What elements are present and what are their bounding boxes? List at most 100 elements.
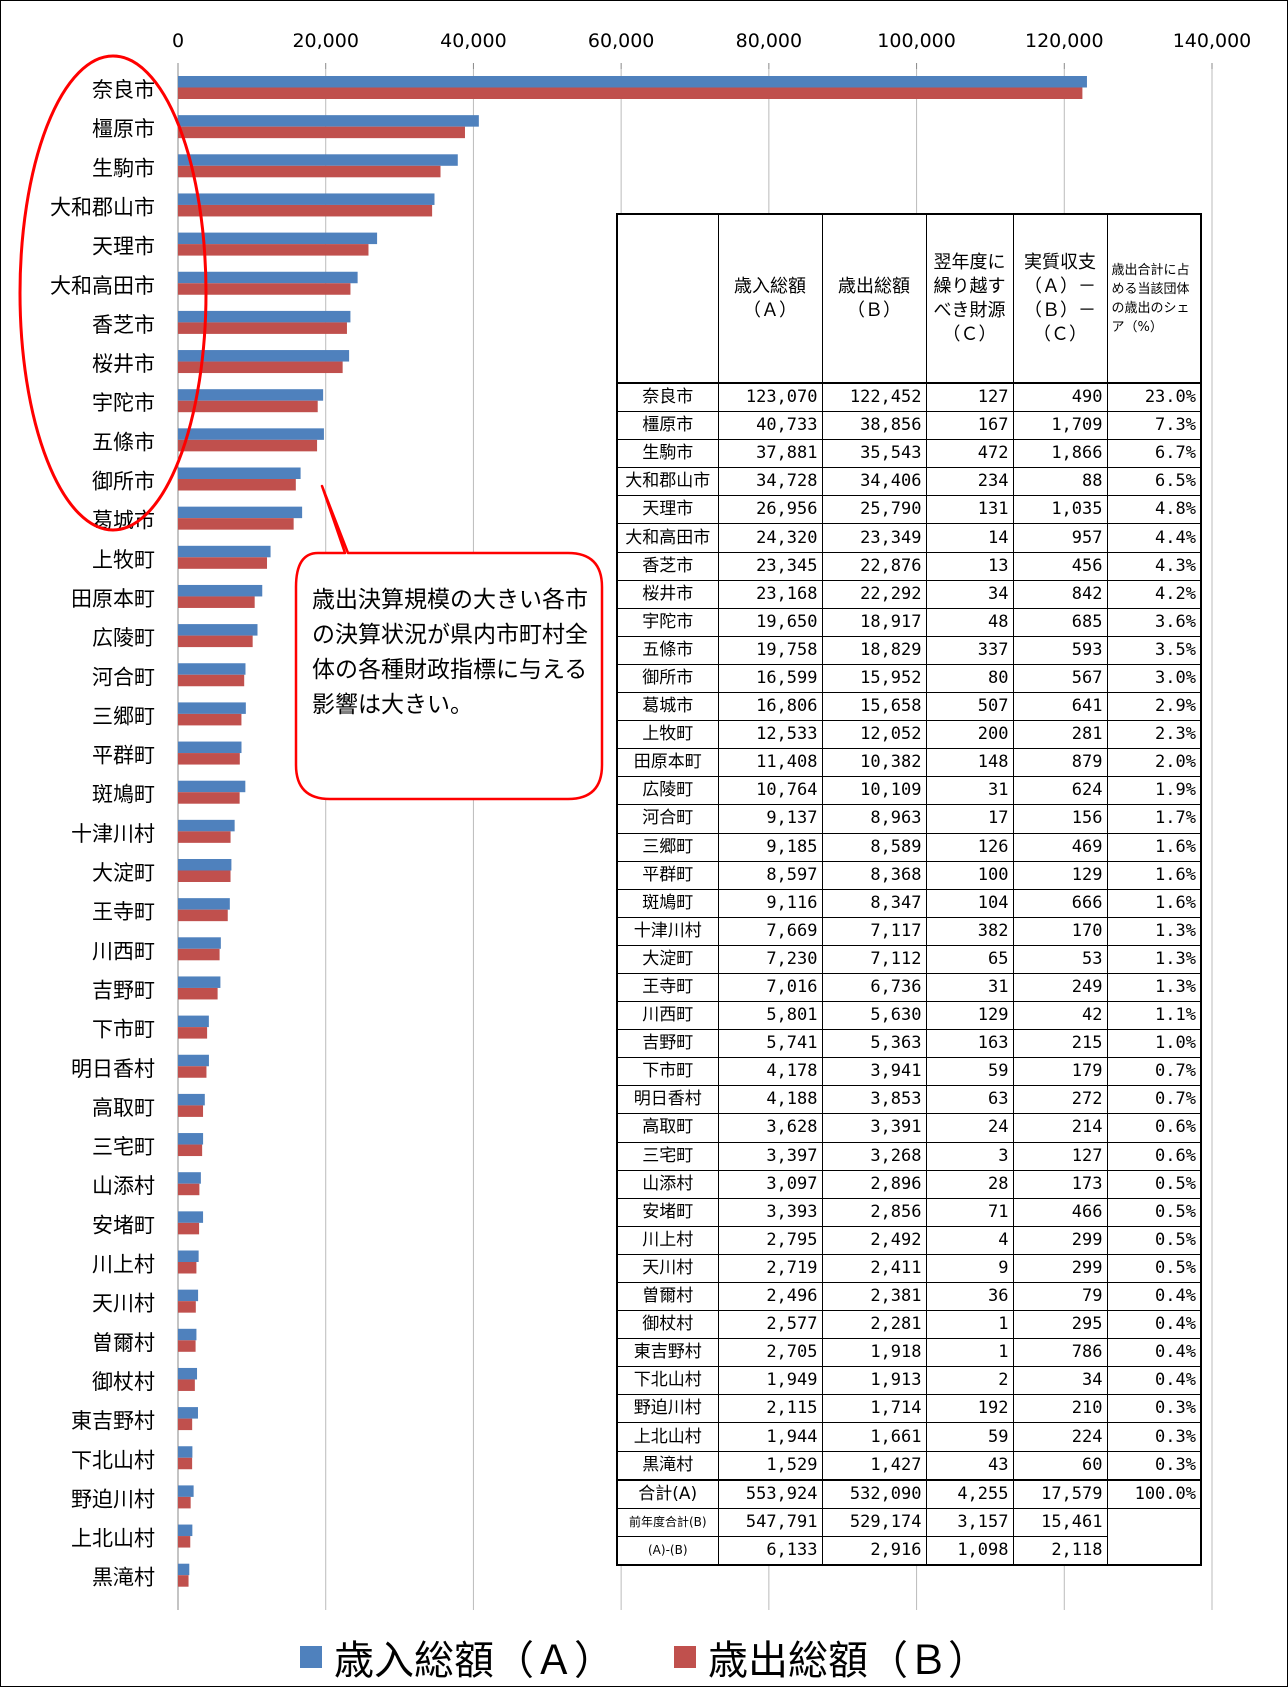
expenditure-bar [178, 1379, 195, 1391]
table-cell-name: 高取町 [616, 1113, 719, 1143]
table-cell: 7,230 [717, 944, 823, 974]
table-cell: 22,292 [821, 579, 927, 609]
x-tick-label: 60,000 [588, 30, 654, 52]
table-cell: 129 [925, 1001, 1014, 1031]
table-cell-name: 合計(A) [616, 1478, 719, 1509]
expenditure-bar [178, 1262, 197, 1274]
table-cell: 957 [1012, 523, 1108, 553]
table-cell: 170 [1012, 916, 1108, 946]
table-cell: 34,406 [821, 467, 927, 497]
table-cell: 34 [925, 579, 1014, 609]
legend-swatch-revenue [300, 1646, 322, 1668]
table-cell-name: 平群町 [616, 860, 719, 890]
table-cell: 0.5% [1106, 1169, 1202, 1199]
revenue-bar [178, 545, 271, 558]
table-row: 奈良市 123,070 122,452 127 490 23.0% [616, 382, 1202, 413]
revenue-bar [178, 1485, 194, 1497]
table-cell: 8,589 [821, 832, 927, 862]
table-cell: 1,918 [821, 1338, 927, 1368]
table-cell: 507 [925, 692, 1014, 722]
table-cell: 337 [925, 635, 1014, 665]
table-summary-row: 前年度合計(B) 547,791 529,174 3,157 15,461 [616, 1507, 1201, 1537]
table-cell: 2.9% [1106, 692, 1202, 722]
table-cell: 1,427 [821, 1450, 927, 1481]
table-row: 山添村 3,097 2,896 28 173 0.5% [616, 1169, 1202, 1199]
x-axis-ticks: 0 20,000 40,000 60,000 80,000 100,000 120,000 1… [172, 30, 1251, 52]
x-tick-label: 20,000 [292, 30, 358, 52]
table-cell: 18,917 [821, 607, 927, 637]
table-cell: 2 [925, 1366, 1014, 1396]
table-cell: 12,533 [717, 720, 823, 750]
revenue-bar [178, 1328, 197, 1341]
category-label: 明日香村 [71, 1057, 155, 1081]
table-cell: 19,758 [717, 635, 823, 665]
table-cell-name: 大和郡山市 [616, 467, 719, 497]
table-cell: 529,174 [821, 1507, 927, 1537]
table-cell: 15,461 [1012, 1507, 1108, 1537]
table-cell: 1.3% [1106, 972, 1202, 1003]
table-cell: 299 [1012, 1253, 1108, 1284]
table-row: 大和高田市 24,320 23,349 14 957 4.4% [616, 523, 1202, 553]
revenue-bar [178, 898, 230, 910]
revenue-bar [178, 663, 246, 675]
table-cell: 2,281 [821, 1310, 927, 1340]
expenditure-bar [178, 1457, 193, 1470]
expenditure-bar [178, 361, 343, 374]
table-cell: 1,913 [821, 1366, 927, 1396]
expenditure-bar [178, 792, 240, 804]
expenditure-bar [178, 400, 318, 413]
table-row: 河合町 9,137 8,963 17 156 1.7% [616, 804, 1202, 834]
table-cell: 43 [925, 1450, 1014, 1481]
table-cell: 3.0% [1106, 663, 1202, 694]
table-cell: 4,188 [717, 1085, 823, 1115]
table-cell: 2,411 [821, 1253, 927, 1284]
table-cell: 34,728 [717, 467, 823, 497]
table-cell: 2,496 [717, 1281, 823, 1312]
category-label: 大淀町 [92, 861, 155, 885]
expenditure-bar [178, 1340, 196, 1352]
table-cell: 15,952 [821, 663, 927, 694]
table-cell: 2,705 [717, 1338, 823, 1368]
table-cell: 19,650 [717, 607, 823, 637]
table-cell: 26,956 [717, 495, 823, 525]
table-cell: 173 [1012, 1169, 1108, 1199]
table-cell: 31 [925, 972, 1014, 1003]
table-cell: 0.5% [1106, 1197, 1202, 1227]
category-label: 三宅町 [92, 1135, 155, 1159]
table-row: 十津川村 7,669 7,117 382 170 1.3% [616, 916, 1202, 946]
table-cell: 148 [925, 748, 1014, 778]
expenditure-bar [178, 870, 231, 882]
table-cell: 567 [1012, 663, 1108, 694]
table-cell: 2,795 [717, 1225, 823, 1255]
revenue-bar [178, 1563, 190, 1576]
category-label: 野迫川村 [71, 1487, 155, 1511]
table-cell: 163 [925, 1029, 1014, 1059]
table-cell: 0.3% [1106, 1450, 1202, 1481]
table-cell: 1,949 [717, 1366, 823, 1396]
x-tick-label: 100,000 [877, 30, 956, 52]
revenue-bar [178, 467, 301, 479]
table-cell: 6.7% [1106, 439, 1202, 469]
table-cell: 23,349 [821, 523, 927, 553]
category-label: 平群町 [92, 744, 155, 768]
expenditure-bar [178, 479, 296, 491]
expenditure-bar [178, 1144, 203, 1157]
revenue-bar [178, 584, 263, 597]
table-cell: 123,070 [717, 382, 823, 413]
category-label: 広陵町 [92, 626, 155, 650]
revenue-bar [178, 76, 1087, 88]
table-cell: 215 [1012, 1029, 1108, 1059]
revenue-bar [178, 937, 221, 949]
table-cell: 0.6% [1106, 1141, 1202, 1171]
table-cell: 34 [1012, 1366, 1108, 1396]
table-cell: 3,397 [717, 1141, 823, 1171]
table-cell: 295 [1012, 1310, 1108, 1340]
highlight-ellipse [18, 54, 208, 532]
table-cell-name: 山添村 [616, 1169, 719, 1199]
table-cell-name: 奈良市 [616, 382, 719, 413]
table-cell-name: 川上村 [616, 1225, 719, 1255]
table-cell: 2,381 [821, 1281, 927, 1312]
table-cell: 12,052 [821, 720, 927, 750]
revenue-bar [178, 310, 351, 323]
expenditure-bar [178, 635, 253, 648]
